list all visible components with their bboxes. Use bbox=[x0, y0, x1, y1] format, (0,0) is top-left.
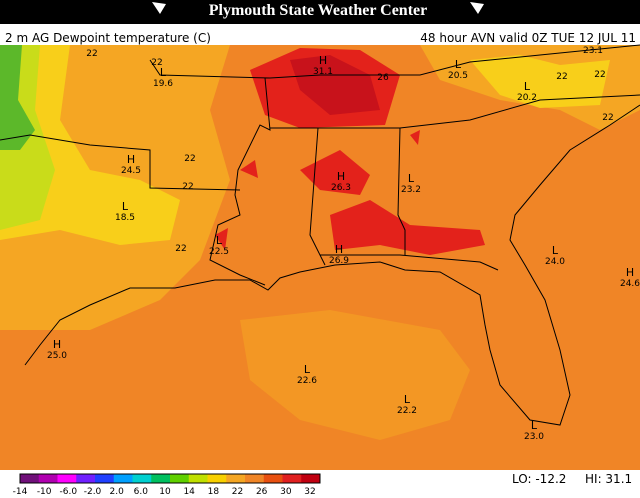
colorbar-label: 32 bbox=[304, 487, 315, 497]
low-value: LO: -12.2 bbox=[512, 472, 566, 486]
product: 2 m AG Dewpoint temperature (C) bbox=[5, 31, 211, 45]
extremum-mark: L bbox=[531, 419, 538, 432]
map-value-label: 22 bbox=[175, 244, 186, 254]
extremum-mark: L bbox=[404, 393, 411, 406]
map-value-label: 26.3 bbox=[331, 183, 351, 193]
map-value-label: 20.5 bbox=[448, 71, 468, 81]
map-value-label: 22 bbox=[86, 49, 97, 59]
extremum-mark: L bbox=[455, 58, 462, 71]
extremum-mark: L bbox=[304, 363, 311, 376]
extremum-mark: L bbox=[160, 66, 167, 79]
map-value-label: 22 bbox=[594, 70, 605, 80]
colorbar-swatch bbox=[57, 474, 77, 483]
colorbar-label: -6.0 bbox=[60, 487, 78, 497]
colorbar-swatch bbox=[76, 474, 96, 483]
title: Plymouth State Weather Center bbox=[209, 2, 427, 19]
extremum-mark: L bbox=[408, 172, 415, 185]
extremum-mark: H bbox=[335, 243, 343, 256]
colorbar-swatch bbox=[188, 474, 208, 483]
map-value-label: 24.0 bbox=[545, 257, 565, 267]
colorbar-label: 6.0 bbox=[134, 487, 149, 497]
colorbar-label: -10 bbox=[37, 487, 52, 497]
extremum-mark: H bbox=[127, 153, 135, 166]
map-value-label: 26 bbox=[377, 73, 389, 83]
boundaries bbox=[0, 44, 640, 426]
colorbar-swatch bbox=[282, 474, 302, 483]
colorbar-swatch bbox=[207, 474, 227, 483]
colorbar-label: 2.0 bbox=[110, 487, 125, 497]
colorbar-swatch bbox=[226, 474, 246, 483]
colorbar-swatch bbox=[20, 474, 40, 483]
colorbar-label: 30 bbox=[280, 487, 292, 497]
map-value-label: 24.5 bbox=[121, 166, 141, 176]
colorbar: -14 -10 -6.0 -2.0 2.0 6.0 10 14 18 22 26 30 32 bbox=[13, 473, 321, 497]
extremum-mark: L bbox=[552, 244, 559, 257]
extremum-mark: H bbox=[337, 170, 345, 183]
colorbar-swatch bbox=[95, 474, 115, 483]
colorbar-frame bbox=[19, 473, 321, 484]
extremum-mark: H bbox=[626, 266, 634, 279]
colorbar-label: 14 bbox=[183, 487, 195, 497]
map-field bbox=[0, 45, 640, 470]
extremum-mark: L bbox=[524, 80, 531, 93]
map-value-label: 19.6 bbox=[153, 79, 173, 89]
map-value-label: 20.2 bbox=[517, 93, 537, 103]
map-value-label: 22.6 bbox=[297, 376, 317, 386]
map-value-label: 22 bbox=[151, 58, 162, 68]
extremum-mark: L bbox=[216, 234, 223, 247]
map-value-label: 31.1 bbox=[313, 67, 333, 77]
colorbar-label: 10 bbox=[159, 487, 171, 497]
map-value-label: 23.1 bbox=[583, 46, 603, 56]
map-value-label: 23.2 bbox=[401, 185, 421, 195]
colorbar-label: 22 bbox=[232, 487, 243, 497]
colorbar-swatch bbox=[132, 474, 152, 483]
colorbar-swatch bbox=[38, 474, 58, 483]
colorbar-swatch bbox=[245, 474, 265, 483]
map-value-label: 22.2 bbox=[397, 406, 417, 416]
map-value-label: 23.0 bbox=[524, 432, 544, 442]
extremum-mark: L bbox=[122, 200, 129, 213]
map-value-label: 22.5 bbox=[209, 247, 229, 257]
colorbar-swatch bbox=[151, 474, 171, 483]
map-value-label: 22 bbox=[556, 72, 567, 82]
extremum-mark: H bbox=[53, 338, 61, 351]
map-value-label: 25.0 bbox=[47, 351, 67, 361]
map-value-label: 22 bbox=[602, 113, 613, 123]
colorbar-label: 18 bbox=[208, 487, 220, 497]
high-value: HI: 31.1 bbox=[585, 472, 632, 486]
map-value-label: 26.9 bbox=[329, 256, 349, 266]
colorbar-swatch bbox=[113, 474, 133, 483]
extremum-mark: H bbox=[319, 54, 327, 67]
colorbar-label: 26 bbox=[256, 487, 268, 497]
valid-time: 48 hour AVN valid 0Z TUE 12 JUL 11 bbox=[420, 31, 636, 45]
map-value-label: 18.5 bbox=[115, 213, 135, 223]
colorbar-swatch bbox=[301, 474, 321, 483]
map-value-label: 24.6 bbox=[620, 279, 640, 289]
map-value-label: 22 bbox=[182, 182, 193, 192]
header-bar bbox=[0, 0, 640, 24]
colorbar-label: -14 bbox=[13, 487, 28, 497]
colorbar-swatch bbox=[170, 474, 190, 483]
map-value-label: 22 bbox=[184, 154, 195, 164]
colorbar-label: -2.0 bbox=[84, 487, 102, 497]
colorbar-swatch bbox=[263, 474, 283, 483]
